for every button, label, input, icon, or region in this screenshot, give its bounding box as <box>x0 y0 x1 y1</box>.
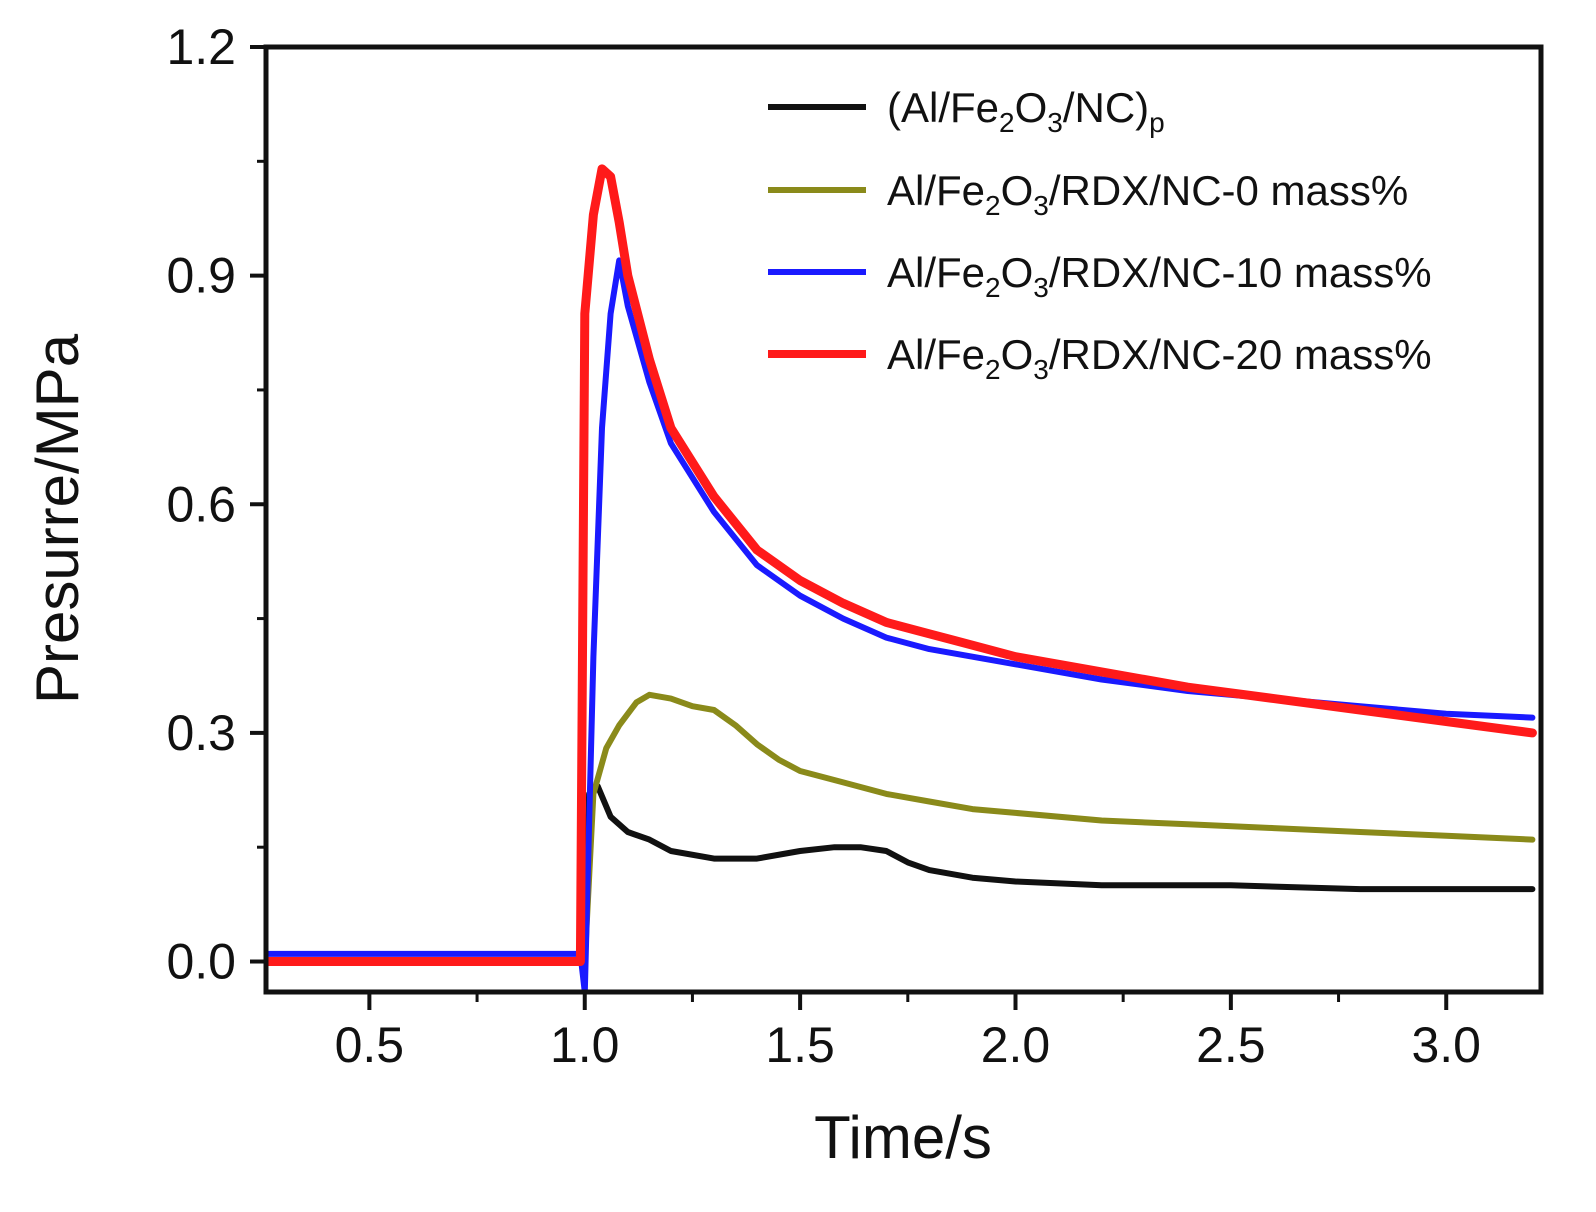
y-axis-title: Presurre/MPa <box>24 333 91 704</box>
x-tick-label: 1.5 <box>765 1017 835 1073</box>
x-tick-label: 0.5 <box>335 1017 405 1073</box>
pressure-time-chart: 0.5 1.0 1.5 2.0 2.5 3.0 0.0 0.3 0.6 0.9 1.2 (Al/Fe… <box>0 0 1596 1212</box>
y-tick-label: 0.9 <box>166 248 236 304</box>
y-tick-label: 0.6 <box>166 476 236 532</box>
series-line-2 <box>266 695 1532 962</box>
legend: (Al/Fe2O3/NC)p Al/Fe2O3/RDX/NC-0 mass% Al/… <box>768 84 1432 385</box>
x-tick-label: 3.0 <box>1411 1017 1481 1073</box>
x-tick-label: 2.0 <box>981 1017 1051 1073</box>
legend-label-3: Al/Fe2O3/RDX/NC-10 mass% <box>887 249 1432 303</box>
y-tick-label: 0.3 <box>166 705 236 761</box>
x-tick-label: 1.0 <box>550 1017 620 1073</box>
series-line-1 <box>266 786 1532 961</box>
x-axis-title: Time/s <box>814 1104 992 1171</box>
legend-label-4: Al/Fe2O3/RDX/NC-20 mass% <box>887 331 1432 385</box>
y-tick-label: 0.0 <box>166 934 236 990</box>
x-tick-label: 2.5 <box>1196 1017 1266 1073</box>
y-tick-label: 1.2 <box>166 19 236 75</box>
legend-label-1: (Al/Fe2O3/NC)p <box>887 84 1165 138</box>
legend-label-2: Al/Fe2O3/RDX/NC-0 mass% <box>887 167 1408 221</box>
